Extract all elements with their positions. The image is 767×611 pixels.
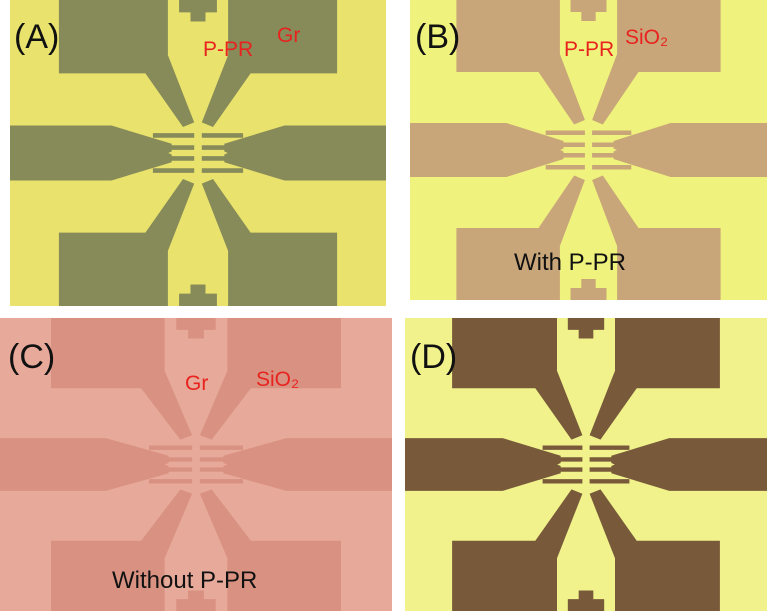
figure: (A) P-PR Gr (B) P-PR SiO₂ With P-PR (C) … (0, 0, 767, 611)
electrode (202, 145, 236, 150)
electrode (160, 145, 194, 150)
panel-label: (A) (14, 18, 59, 56)
electrode (202, 168, 243, 173)
electrode (202, 156, 236, 161)
electrode (200, 467, 235, 471)
electrode (200, 446, 243, 450)
electrode (200, 479, 243, 483)
annotation: P-PR (203, 38, 253, 61)
electrode (546, 131, 585, 136)
caption: Without P-PR (112, 567, 257, 594)
electrode (202, 133, 243, 138)
electrode (553, 143, 585, 148)
electrode (592, 131, 631, 136)
electrode (149, 479, 192, 483)
caption: With P-PR (514, 249, 626, 276)
annotation: Gr (277, 24, 300, 47)
annotation: Gr (185, 372, 208, 395)
electrode (592, 165, 631, 170)
electrode (590, 467, 623, 471)
electrode (160, 156, 194, 161)
electrode (149, 446, 192, 450)
annotation: P-PR (564, 38, 614, 61)
electrode (590, 457, 623, 461)
electrode (592, 153, 624, 158)
electrode (153, 133, 194, 138)
electrode (543, 479, 583, 483)
electrode (550, 467, 583, 471)
electrode (550, 457, 583, 461)
annotation: SiO₂ (256, 368, 299, 391)
micrograph (405, 318, 767, 611)
micrograph (10, 0, 386, 306)
electrode (157, 457, 192, 461)
electrode (200, 457, 235, 461)
electrode (543, 446, 583, 450)
annotation: SiO₂ (625, 26, 668, 49)
electrode (553, 153, 585, 158)
panel-label: (C) (8, 338, 55, 376)
panel-label: (D) (410, 338, 457, 376)
electrode (592, 143, 624, 148)
electrode (153, 168, 194, 173)
electrode (157, 467, 192, 471)
electrode (590, 479, 630, 483)
electrode (590, 446, 630, 450)
panel-label: (B) (415, 18, 460, 56)
electrode (546, 165, 585, 170)
